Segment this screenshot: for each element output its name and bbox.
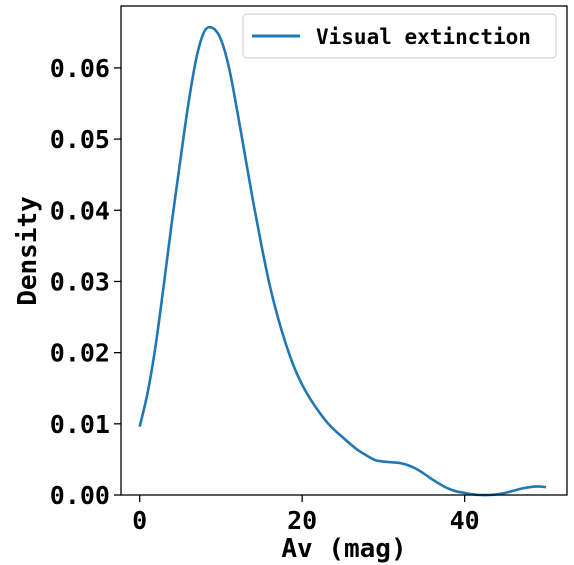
y-tick-label-2: 0.02 bbox=[50, 339, 110, 368]
legend-box bbox=[242, 13, 557, 59]
x-axis: 0 20 40 bbox=[132, 495, 480, 535]
y-tick-label-1: 0.01 bbox=[50, 410, 110, 439]
x-tick-label-2: 40 bbox=[450, 506, 480, 535]
x-tick-label-0: 0 bbox=[132, 506, 147, 535]
x-tick-label-1: 20 bbox=[287, 506, 317, 535]
y-tick-label-3: 0.03 bbox=[50, 267, 110, 296]
y-tick-label-5: 0.05 bbox=[50, 125, 110, 154]
y-axis: 0.00 0.01 0.02 0.03 0.04 0.05 0.06 bbox=[50, 54, 121, 510]
y-tick-label-0: 0.00 bbox=[50, 481, 110, 510]
x-axis-label: Av (mag) bbox=[281, 534, 406, 564]
y-tick-label-4: 0.04 bbox=[50, 196, 110, 225]
series-layer bbox=[138, 25, 547, 497]
y-axis-label: Density bbox=[13, 196, 43, 306]
plot-frame bbox=[120, 5, 568, 496]
series-line-0 bbox=[138, 25, 547, 497]
y-tick-label-6: 0.06 bbox=[50, 54, 110, 83]
legend-label-visual-extinction: Visual extinction bbox=[316, 25, 531, 49]
legend: Visual extinction bbox=[242, 13, 557, 59]
